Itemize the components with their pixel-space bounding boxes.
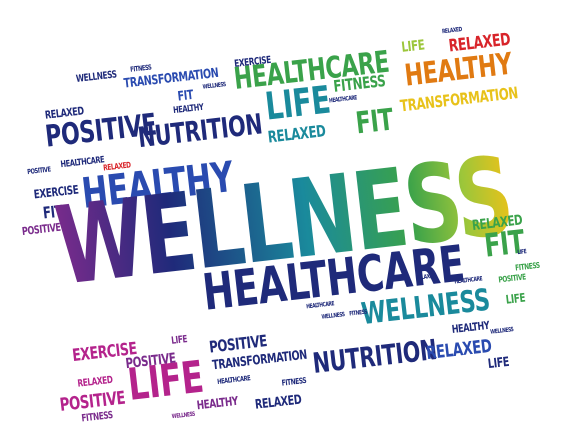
word: LIFE bbox=[262, 77, 333, 129]
word: LIFE bbox=[504, 290, 526, 307]
word: HEALTHCARE bbox=[305, 300, 335, 311]
word: POSITIVE bbox=[497, 272, 527, 285]
word: POSITIVE bbox=[58, 387, 127, 416]
word: WELLNESS bbox=[171, 410, 196, 421]
word: RELAXED bbox=[425, 335, 493, 365]
word: WELLNESS bbox=[321, 311, 345, 321]
word: HEALTHCARE bbox=[216, 374, 251, 386]
word: FIT bbox=[353, 102, 395, 142]
word: LIFE bbox=[125, 351, 206, 411]
word: RELAXED bbox=[266, 121, 327, 147]
word: FITNESS bbox=[129, 63, 152, 74]
word: HEALTHY bbox=[451, 318, 490, 337]
word: HEALTHY bbox=[195, 393, 239, 413]
word: FITNESS bbox=[332, 71, 387, 96]
word: FIT bbox=[482, 222, 527, 265]
word: FITNESS bbox=[281, 375, 307, 388]
word: RELAXED bbox=[254, 392, 303, 413]
word: RELAXED bbox=[76, 374, 114, 390]
word: WELLNESS bbox=[489, 326, 514, 336]
word: FIT bbox=[176, 87, 194, 105]
word: WELLNESS bbox=[202, 81, 227, 91]
word: FITNESS bbox=[80, 410, 114, 425]
word: WELLNESS bbox=[75, 69, 118, 85]
word: LIFE bbox=[400, 37, 426, 56]
word: FITNESS bbox=[514, 260, 541, 273]
word: RELAXED bbox=[441, 26, 463, 36]
word: LIFE bbox=[487, 354, 510, 373]
word: HEALTHCARE bbox=[328, 94, 358, 105]
word: NUTRITION bbox=[310, 333, 439, 380]
word: LIFE bbox=[517, 248, 527, 257]
word: LIFE bbox=[170, 334, 188, 347]
word: POSITIVE bbox=[26, 165, 52, 177]
word: NUTRITION bbox=[136, 107, 264, 155]
